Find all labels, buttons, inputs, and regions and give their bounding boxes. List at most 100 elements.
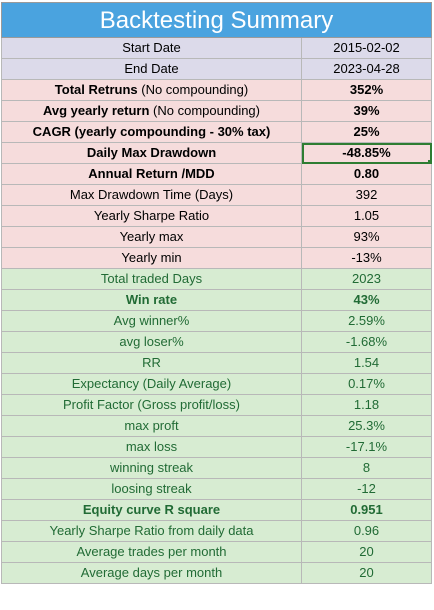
metric-value-cell[interactable]: 20 (302, 542, 432, 563)
metric-label: Yearly Sharpe Ratio from daily data (49, 523, 254, 538)
table-row: Win rate 43% (1, 290, 432, 311)
metric-value-cell[interactable]: 2023-04-28 (302, 59, 432, 80)
metric-label-cell[interactable]: Avg winner% (1, 311, 302, 332)
metric-value-cell[interactable]: 392 (302, 185, 432, 206)
metric-value-cell[interactable]: 39% (302, 101, 432, 122)
metric-value-cell[interactable]: 2015-02-02 (302, 38, 432, 59)
metric-label-cell[interactable]: Expectancy (Daily Average) (1, 374, 302, 395)
metric-value: 2023-04-28 (333, 61, 400, 76)
metric-label: Total Retruns (54, 82, 138, 97)
metric-value-cell[interactable]: 0.17% (302, 374, 432, 395)
metric-value-cell[interactable]: 1.05 (302, 206, 432, 227)
metric-value-cell[interactable]: -48.85% (302, 143, 432, 164)
table-title[interactable]: Backtesting Summary (1, 2, 432, 38)
metric-value: -12 (357, 481, 376, 496)
metric-label: Max Drawdown Time (Days) (69, 187, 234, 202)
metric-value: 8 (362, 460, 371, 475)
metric-value: 352% (349, 82, 384, 97)
metric-label-cell[interactable]: max loss (1, 437, 302, 458)
table-row: Total traded Days 2023 (1, 269, 432, 290)
table-row: avg loser% -1.68% (1, 332, 432, 353)
metric-label: Start Date (122, 40, 181, 55)
metric-label-cell[interactable]: End Date (1, 59, 302, 80)
metric-value: 0.80 (353, 166, 380, 181)
metric-value-cell[interactable]: -13% (302, 248, 432, 269)
metric-label-cell[interactable]: Yearly Sharpe Ratio from daily data (1, 521, 302, 542)
metric-label-cell[interactable]: Total Retruns (No compounding) (1, 80, 302, 101)
metric-value: 0.96 (353, 523, 380, 538)
table-row: Average days per month 20 (1, 563, 432, 584)
metric-label-cell[interactable]: Average days per month (1, 563, 302, 584)
metric-label-cell[interactable]: Max Drawdown Time (Days) (1, 185, 302, 206)
metric-value-cell[interactable]: 1.54 (302, 353, 432, 374)
metric-label-cell[interactable]: max proft (1, 416, 302, 437)
metric-label-cell[interactable]: RR (1, 353, 302, 374)
table-row: winning streak 8 (1, 458, 432, 479)
table-row: End Date 2023-04-28 (1, 59, 432, 80)
table-row: Yearly max 93% (1, 227, 432, 248)
metric-value-cell[interactable]: 93% (302, 227, 432, 248)
metric-label: Total traded Days (100, 271, 203, 286)
metric-label: RR (142, 355, 161, 370)
metric-label-cell[interactable]: winning streak (1, 458, 302, 479)
table-row: Expectancy (Daily Average) 0.17% (1, 374, 432, 395)
metric-label: Average days per month (80, 565, 223, 580)
metric-value: 39% (353, 103, 380, 118)
metric-value-cell[interactable]: -17.1% (302, 437, 432, 458)
metric-label-cell[interactable]: Equity curve R square (1, 500, 302, 521)
metric-value-cell[interactable]: 43% (302, 290, 432, 311)
metric-label-cell[interactable]: Win rate (1, 290, 302, 311)
metric-label: Profit Factor (Gross profit/loss) (63, 397, 240, 412)
metric-label-cell[interactable]: CAGR (yearly compounding - 30% tax) (1, 122, 302, 143)
metric-label: Daily Max Drawdown (86, 145, 217, 160)
metric-value: 0.951 (350, 502, 383, 517)
metric-label: Avg yearly return (42, 103, 150, 118)
metric-label-cell[interactable]: Yearly min (1, 248, 302, 269)
metric-value-cell[interactable]: 0.951 (302, 500, 432, 521)
metric-label-cell[interactable]: Annual Return /MDD (1, 164, 302, 185)
spreadsheet-table: Backtesting Summary Start Date 2015-02-02… (1, 2, 432, 584)
metric-label: Yearly Sharpe Ratio (93, 208, 210, 223)
metric-label: max proft (124, 418, 179, 433)
metric-value-cell[interactable]: 25.3% (302, 416, 432, 437)
table-row: Equity curve R square 0.951 (1, 500, 432, 521)
metric-value: 0.17% (348, 376, 385, 391)
metric-label-note: (No compounding) (137, 82, 249, 97)
metric-value: 2.59% (348, 313, 385, 328)
metric-label-cell[interactable]: Average trades per month (1, 542, 302, 563)
metric-value-cell[interactable]: 20 (302, 563, 432, 584)
metric-label-cell[interactable]: Yearly max (1, 227, 302, 248)
metric-label: Win rate (125, 292, 178, 307)
table-row: Total Retruns (No compounding) 352% (1, 80, 432, 101)
metric-label: Annual Return /MDD (88, 166, 215, 181)
metric-label: Avg winner% (113, 313, 190, 328)
metric-value-cell[interactable]: 8 (302, 458, 432, 479)
metric-label: avg loser% (119, 334, 184, 349)
metric-value-cell[interactable]: 1.18 (302, 395, 432, 416)
metric-label-cell[interactable]: Profit Factor (Gross profit/loss) (1, 395, 302, 416)
metric-label-cell[interactable]: Daily Max Drawdown (1, 143, 302, 164)
metric-value: 392 (355, 187, 378, 202)
metric-label-cell[interactable]: Total traded Days (1, 269, 302, 290)
metric-value: 1.18 (353, 397, 380, 412)
table-row: Yearly Sharpe Ratio 1.05 (1, 206, 432, 227)
table-row: Daily Max Drawdown -48.85% (1, 143, 432, 164)
metric-value-cell[interactable]: 2023 (302, 269, 432, 290)
metric-label: max loss (125, 439, 178, 454)
metric-value-cell[interactable]: 0.96 (302, 521, 432, 542)
metric-value-cell[interactable]: 2.59% (302, 311, 432, 332)
metric-value-cell[interactable]: -1.68% (302, 332, 432, 353)
metric-value: -17.1% (345, 439, 388, 454)
metric-label-cell[interactable]: Avg yearly return (No compounding) (1, 101, 302, 122)
metric-value-cell[interactable]: -12 (302, 479, 432, 500)
metric-value-cell[interactable]: 25% (302, 122, 432, 143)
metric-label-cell[interactable]: avg loser% (1, 332, 302, 353)
metric-value: -1.68% (345, 334, 388, 349)
table-row: Yearly min -13% (1, 248, 432, 269)
metric-label: Equity curve R square (82, 502, 221, 517)
metric-value-cell[interactable]: 0.80 (302, 164, 432, 185)
metric-value-cell[interactable]: 352% (302, 80, 432, 101)
metric-label-cell[interactable]: Yearly Sharpe Ratio (1, 206, 302, 227)
metric-label-cell[interactable]: loosing streak (1, 479, 302, 500)
metric-label-cell[interactable]: Start Date (1, 38, 302, 59)
